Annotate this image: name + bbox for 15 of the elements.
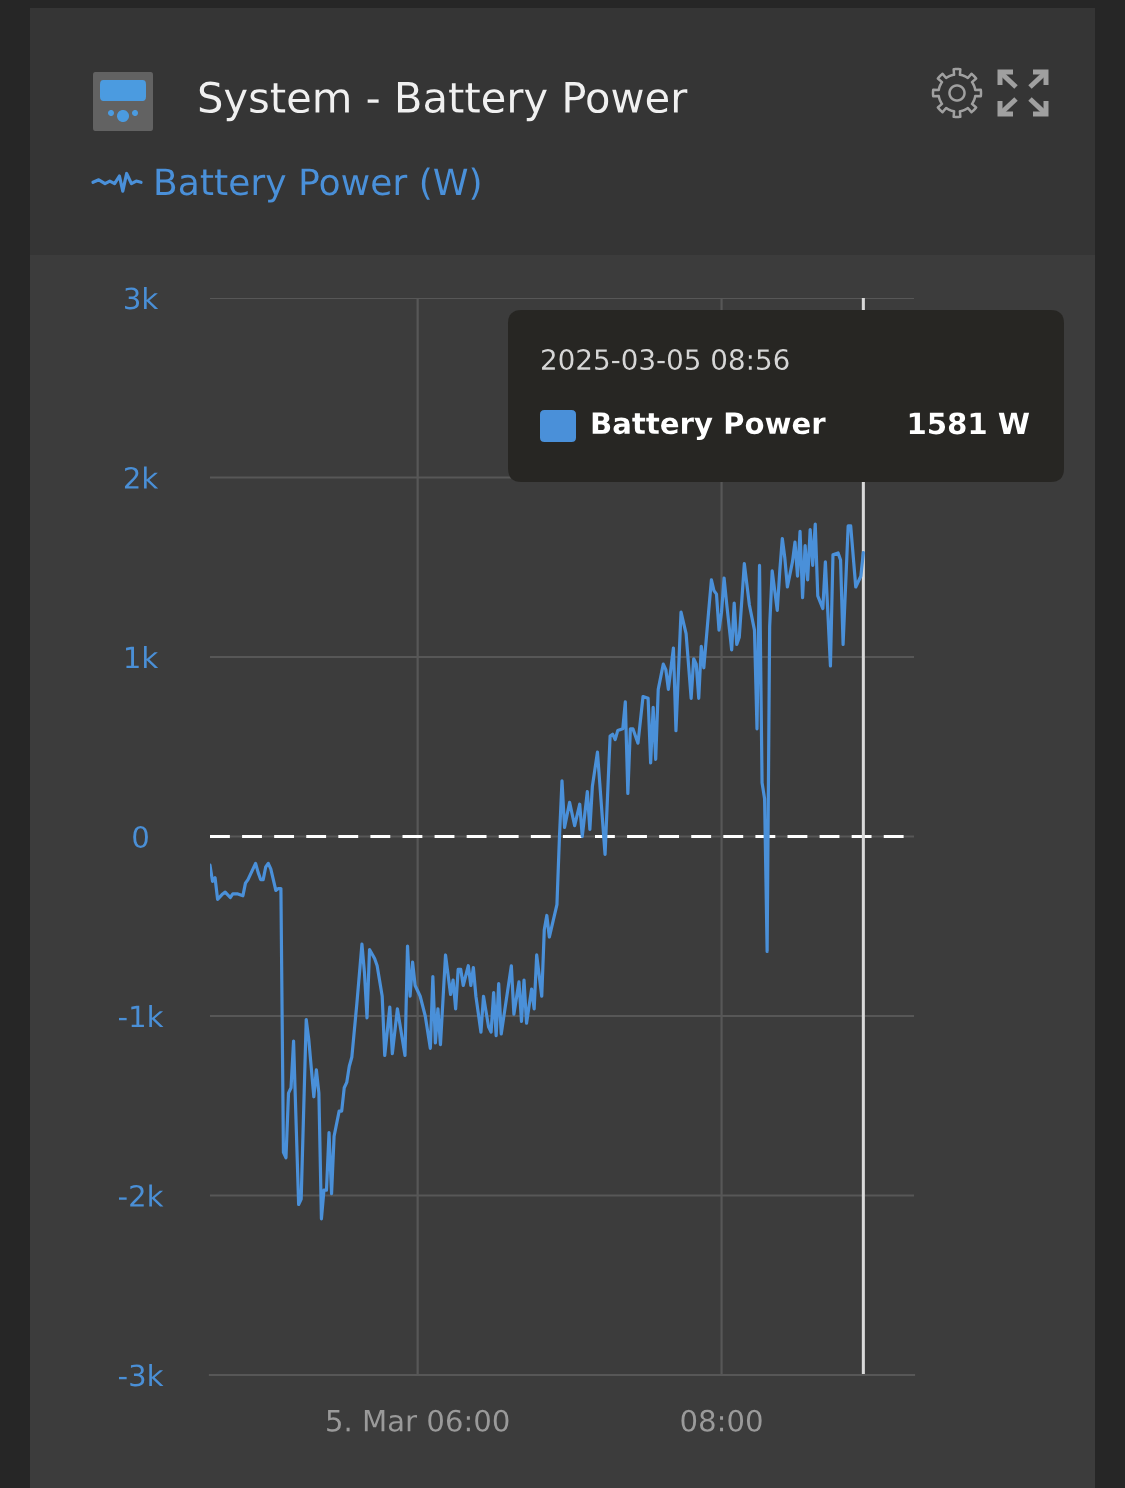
annotation: 2025-03-05 08:56	[542, 349, 789, 371]
chart-title: System - Battery Power	[199, 81, 688, 122]
y-tick-label: -2k	[119, 1184, 164, 1207]
annotation: 1581 W	[909, 412, 1030, 435]
annotation: Battery Power	[592, 412, 826, 441]
y-tick-label: 0	[133, 825, 148, 848]
x-tick-label: 5. Mar 06:00	[327, 1409, 509, 1432]
y-tick-label: -3k	[119, 1363, 164, 1387]
y-tick-label: 1k	[126, 645, 159, 669]
y-tick-label: -1k	[119, 1004, 164, 1028]
y-tick-label: 3k	[125, 286, 159, 310]
line-series	[210, 522, 865, 1221]
legend-label: Battery Power (W)	[156, 167, 480, 203]
y-tick-label: 2k	[124, 466, 159, 489]
x-tick-label: 08:00	[681, 1409, 762, 1432]
